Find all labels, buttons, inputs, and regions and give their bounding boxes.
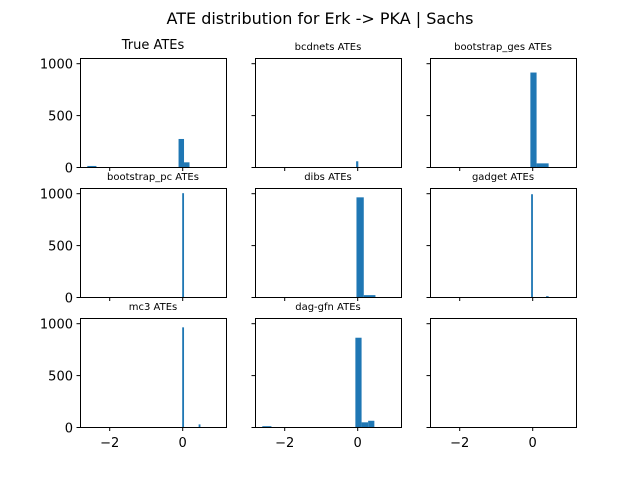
panel-title: bootstrap_ges ATEs [454,42,552,53]
y-tick-label: 1000 [40,58,73,73]
panel-title: dag-gfn ATEs [295,302,361,313]
panel-frame [430,318,577,428]
panel-grid: True ATEs 0 500 1000 bcdnets ATEs bootstrap_g… [40,38,577,451]
histogram-panel: True ATEs 0 500 1000 [40,38,227,177]
histogram-bar [530,72,537,167]
panel-frame [255,188,402,298]
histogram-bar [363,295,376,297]
panel-frame [80,58,227,168]
histogram-bar [262,426,272,427]
histogram-panel: bootstrap_ges ATEs [426,42,577,171]
histogram-panel: dag-gfn ATEs −2 0 [251,302,402,451]
panel-frame [80,318,227,428]
y-tick-label: 0 [65,162,73,177]
panel-title: dibs ATEs [304,172,352,183]
panel-title: bootstrap_pc ATEs [107,172,199,183]
x-tick-label: −2 [100,436,119,451]
histogram-bar [87,165,97,167]
histogram-bar [368,420,375,427]
histogram-bar [355,337,362,427]
histogram-bar [198,424,201,427]
panel-title: bcdnets ATEs [295,42,362,53]
histogram-bar [356,161,359,167]
y-tick-label: 500 [48,370,73,385]
panel-title: mc3 ATEs [129,302,177,313]
x-tick-label: −2 [275,436,294,451]
y-tick-label: 1000 [40,188,73,203]
histogram-bar [356,197,364,297]
histogram-bar [182,193,185,297]
x-tick-label: −2 [450,436,469,451]
figure-title: ATE distribution for Erk -> PKA | Sachs [167,9,474,28]
histogram-bar [536,163,549,167]
histogram-bar [178,138,185,167]
histogram-bar [531,194,533,297]
histogram-panel: bootstrap_pc ATEs 0 500 1000 [40,172,227,307]
panel-title: True ATEs [121,38,185,53]
histogram-bar [182,327,185,427]
histogram-panel: gadget ATEs [426,172,577,301]
y-tick-label: 0 [65,422,73,437]
histogram-panel: dibs ATEs [251,172,402,301]
x-tick-label: 0 [179,436,187,451]
histogram-panel: −2 0 [426,318,577,451]
y-tick-label: 1000 [40,318,73,333]
histogram-bar [184,162,190,167]
panel-frame [255,58,402,168]
panel-title: gadget ATEs [472,172,534,183]
x-tick-label: 0 [529,436,537,451]
histogram-panel: mc3 ATEs 0 500 1000 −2 0 [40,302,227,451]
y-tick-label: 500 [48,240,73,255]
panel-frame [255,318,402,428]
histogram-bar [546,296,549,297]
y-tick-label: 500 [48,110,73,125]
histogram-panel: bcdnets ATEs [251,42,402,171]
x-tick-label: 0 [354,436,362,451]
y-tick-label: 0 [65,292,73,307]
histogram-bar [361,422,369,427]
panel-frame [430,58,577,168]
panel-frame [80,188,227,298]
panel-frame [430,188,577,298]
